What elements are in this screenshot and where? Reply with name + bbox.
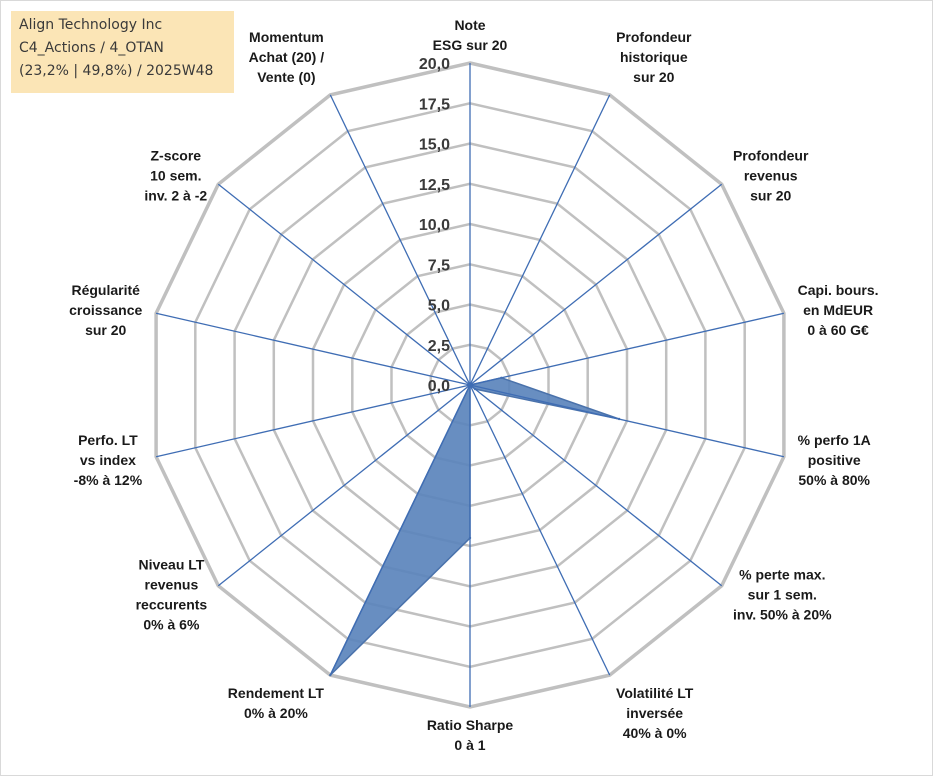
axis-label-4-line-0: % perfo 1A <box>798 432 871 448</box>
axis-label-4-line-2: 50% à 80% <box>798 472 870 488</box>
axis-label-5-line-0: % perte max. <box>739 567 825 583</box>
series-area <box>329 377 620 676</box>
series-layer <box>329 376 621 677</box>
axis-label-3-line-2: 0 à 60 G€ <box>807 322 869 338</box>
axis-label-13-line-1: Achat (20) / <box>249 49 325 65</box>
axis-label-0-line-1: ESG sur 20 <box>433 37 508 53</box>
axis-label-8-line-0: Rendement LT <box>228 685 325 701</box>
portfolio-line: C4_Actions / 4_OTAN <box>19 40 164 56</box>
axis-label-1-line-2: sur 20 <box>633 69 674 85</box>
axis-label-13-line-2: Vente (0) <box>257 69 315 85</box>
axis-label-13: Momentum Achat (20) / Vente (0) <box>249 29 325 85</box>
axis-label-12-line-1: 10 sem. <box>150 168 201 184</box>
tick-layer: 0,0 2,5 5,0 7,5 10,0 12,5 15,0 17,5 20,0 <box>419 56 450 395</box>
axis-spoke-9 <box>217 384 471 587</box>
axis-label-6: Volatilité LT inversée 40% à 0% <box>616 685 694 741</box>
tick-label-6: 15,0 <box>419 137 450 154</box>
axis-label-11-line-0: Régularité <box>71 282 140 298</box>
axis-spoke-11 <box>155 312 471 386</box>
axis-label-12-line-2: inv. 2 à -2 <box>144 188 207 204</box>
axis-spoke-5 <box>469 384 723 587</box>
axis-spoke-12 <box>217 183 471 386</box>
axis-label-3-line-0: Capi. bours. <box>798 282 879 298</box>
axis-label-11: Régularité croissance sur 20 <box>69 282 142 338</box>
axis-label-10-line-2: -8% à 12% <box>74 472 143 488</box>
axis-label-9-line-3: 0% à 6% <box>143 617 200 633</box>
axis-label-7-line-1: 0 à 1 <box>454 737 485 753</box>
tick-label-4: 10,0 <box>419 217 450 234</box>
axis-label-8-line-1: 0% à 20% <box>244 705 308 721</box>
axis-label-6-line-1: inversée <box>626 705 683 721</box>
axis-spoke-3 <box>469 312 785 386</box>
axis-label-5: % perte max. sur 1 sem. inv. 50% à 20% <box>733 567 832 623</box>
axis-label-0-line-0: Note <box>454 17 485 33</box>
axis-label-12-line-0: Z-score <box>151 148 202 164</box>
axis-label-9-line-0: Niveau LT <box>138 557 204 573</box>
axis-label-1-line-0: Profondeur <box>616 29 692 45</box>
axis-spoke-2 <box>469 183 723 386</box>
axis-spoke-13 <box>329 94 471 386</box>
tick-label-1: 2,5 <box>428 338 450 355</box>
axis-label-7-line-0: Ratio Sharpe <box>427 717 514 733</box>
axis-label-8: Rendement LT 0% à 20% <box>228 685 325 721</box>
info-box: Align Technology Inc C4_Actions / 4_OTAN… <box>11 11 234 93</box>
axis-spoke-4 <box>469 384 785 458</box>
axis-label-9-line-2: reccurents <box>136 597 208 613</box>
axis-label-9-line-1: revenus <box>145 577 199 593</box>
axis-label-5-line-2: inv. 50% à 20% <box>733 607 832 623</box>
axis-label-2-line-1: revenus <box>744 168 798 184</box>
axis-label-4: % perfo 1A positive 50% à 80% <box>798 432 871 488</box>
axis-label-4-line-1: positive <box>808 452 861 468</box>
tick-label-8: 20,0 <box>419 56 450 73</box>
axis-label-10-line-1: vs index <box>80 452 136 468</box>
axis-label-3: Capi. bours. en MdEUR 0 à 60 G€ <box>798 282 879 338</box>
axis-spoke-1 <box>469 94 611 386</box>
axis-spoke-8 <box>329 384 471 676</box>
axis-label-5-line-1: sur 1 sem. <box>748 587 817 603</box>
axis-label-6-line-0: Volatilité LT <box>616 685 694 701</box>
axis-label-10-line-0: Perfo. LT <box>78 432 138 448</box>
axis-label-10: Perfo. LT vs index -8% à 12% <box>74 432 143 488</box>
axis-label-6-line-2: 40% à 0% <box>623 725 687 741</box>
axis-label-1-line-1: historique <box>620 49 688 65</box>
tick-label-0: 0,0 <box>428 378 450 395</box>
axis-label-11-line-1: croissance <box>69 302 142 318</box>
spoke-layer <box>155 63 785 707</box>
axis-label-layer: Note ESG sur 20 Profondeur historique sur 20… <box>69 17 878 753</box>
tick-label-7: 17,5 <box>419 96 450 113</box>
tick-label-5: 12,5 <box>419 177 450 194</box>
axis-label-2-line-0: Profondeur <box>733 148 809 164</box>
axis-label-12: Z-score 10 sem. inv. 2 à -2 <box>144 148 207 204</box>
axis-spoke-6 <box>469 384 611 676</box>
axis-label-2-line-2: sur 20 <box>750 188 791 204</box>
axis-label-1: Profondeur historique sur 20 <box>616 29 692 85</box>
axis-label-2: Profondeur revenus sur 20 <box>733 148 809 204</box>
axis-label-13-line-0: Momentum <box>249 29 324 45</box>
axis-label-0: Note ESG sur 20 <box>433 17 508 53</box>
tick-label-2: 5,0 <box>428 298 450 315</box>
axis-label-9: Niveau LT revenus reccurents 0% à 6% <box>136 557 208 633</box>
axis-label-3-line-1: en MdEUR <box>803 302 873 318</box>
stats-line: (23,2% | 49,8%) / 2025W48 <box>19 63 214 79</box>
axis-label-7: Ratio Sharpe 0 à 1 <box>427 717 514 753</box>
tick-label-3: 7,5 <box>428 257 450 274</box>
axis-spoke-10 <box>155 384 471 458</box>
axis-label-11-line-2: sur 20 <box>85 322 126 338</box>
company-name: Align Technology Inc <box>19 17 163 33</box>
